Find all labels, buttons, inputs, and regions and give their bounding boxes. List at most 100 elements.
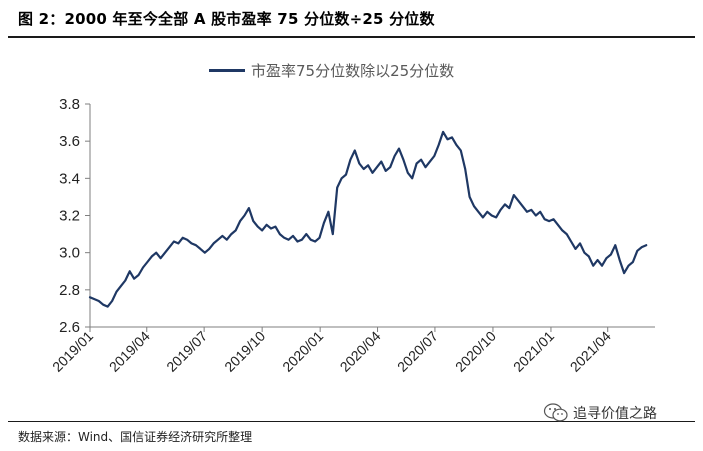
data-point (491, 214, 493, 217)
data-point (597, 259, 599, 261)
data-point (380, 161, 382, 163)
data-point (385, 170, 387, 172)
data-point (433, 155, 435, 157)
data-point (102, 304, 104, 306)
data-point (301, 239, 303, 241)
y-tick-label: 2.8 (59, 282, 80, 299)
data-point (292, 235, 294, 237)
data-point (513, 194, 515, 196)
data-point (561, 229, 563, 231)
x-tick-label: 2020/07 (394, 328, 441, 375)
data-point (345, 174, 347, 176)
data-point (199, 248, 201, 250)
x-tick-label: 2020/10 (452, 328, 499, 375)
data-point (93, 298, 95, 300)
data-point (164, 252, 166, 254)
data-point (168, 246, 171, 248)
data-point (451, 136, 453, 138)
data-point (336, 187, 338, 189)
data-point (424, 166, 427, 168)
data-point (477, 211, 479, 213)
data-point (411, 177, 413, 179)
data-point (190, 242, 193, 244)
data-point (389, 166, 391, 168)
data-point (305, 233, 307, 235)
data-point (574, 248, 577, 250)
data-point (208, 248, 210, 250)
data-point (98, 300, 100, 302)
data-point (610, 253, 612, 256)
chart-axes (85, 103, 655, 332)
data-point (530, 209, 533, 211)
data-point (288, 239, 290, 241)
data-point (557, 224, 559, 226)
data-point (160, 257, 162, 259)
x-tick-label: 2019/10 (221, 328, 268, 375)
data-point (601, 265, 603, 267)
data-point (111, 300, 113, 302)
data-point (526, 211, 528, 213)
y-tick-label: 2.6 (59, 319, 80, 336)
data-point (402, 159, 404, 161)
data-point (182, 237, 184, 239)
legend-swatch (209, 68, 245, 72)
data-point (155, 252, 157, 254)
data-point (645, 244, 647, 246)
data-point (641, 246, 643, 248)
data-point (274, 226, 276, 228)
data-point (473, 205, 475, 207)
data-point (296, 240, 299, 243)
data-point (138, 274, 140, 276)
data-point (314, 240, 316, 243)
data-point (283, 237, 285, 239)
data-point (173, 240, 175, 243)
data-point (583, 252, 586, 254)
data-point (623, 272, 625, 274)
data-point (407, 172, 409, 174)
x-tick-label: 2021/04 (567, 328, 614, 375)
data-point (442, 131, 444, 133)
data-point (279, 233, 281, 235)
data-point (486, 211, 488, 213)
data-point (151, 255, 153, 257)
data-point (588, 255, 590, 257)
data-point (548, 220, 550, 222)
data-point (376, 166, 378, 168)
x-tick-label: 2019/04 (106, 328, 153, 375)
data-point (544, 218, 546, 220)
watermark-text: 追寻价值之路 (573, 406, 657, 422)
title-divider (8, 36, 695, 38)
data-point (349, 159, 351, 161)
x-tick-label: 2020/01 (279, 328, 326, 375)
data-point (420, 159, 422, 161)
data-point (252, 220, 254, 222)
data-point (632, 261, 634, 263)
data-point (446, 138, 449, 140)
data-point (636, 250, 638, 252)
data-point (323, 222, 325, 224)
data-point (619, 259, 621, 261)
data-point (107, 306, 109, 308)
data-point (398, 148, 400, 150)
data-point (270, 227, 272, 230)
data-point (499, 209, 502, 211)
data-point (455, 144, 457, 146)
data-point (129, 270, 131, 272)
data-point (243, 214, 246, 217)
data-point (394, 155, 396, 157)
data-point (460, 149, 462, 152)
data-point (204, 252, 206, 254)
x-axis-labels: 2019/01 2019/04 2019/07 2019/10 2020/01 2020/… (49, 328, 614, 375)
data-point (146, 261, 148, 263)
data-point (266, 224, 268, 226)
data-point (416, 162, 418, 165)
data-point (124, 279, 126, 282)
figure-title: 图 2：2000 年至今全部 A 股市盈率 75 分位数÷25 分位数 (18, 10, 435, 28)
data-point (367, 164, 369, 166)
data-point (605, 257, 608, 259)
data-point (89, 296, 91, 298)
data-point (221, 235, 223, 237)
data-point (535, 214, 537, 217)
data-point (371, 172, 374, 174)
y-tick-label: 3.8 (59, 96, 80, 113)
